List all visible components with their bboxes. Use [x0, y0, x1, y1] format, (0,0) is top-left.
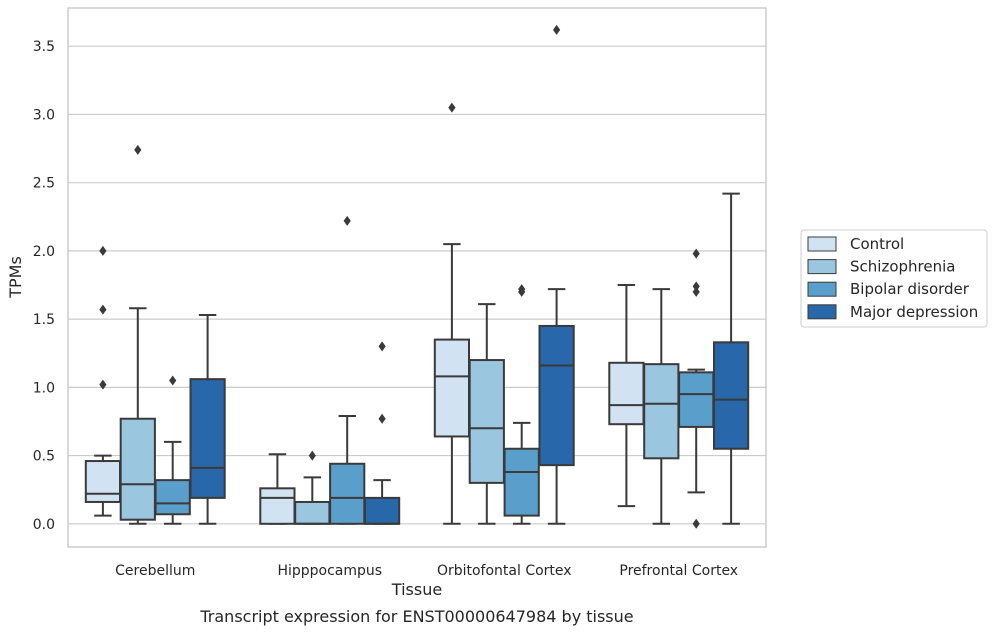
- y-tick-label: 1.0: [33, 380, 55, 396]
- outlier-point: [692, 248, 700, 259]
- box-1-3: [643, 288, 680, 525]
- legend-label: Control: [850, 235, 904, 253]
- x-axis-label: Tissue: [391, 580, 442, 599]
- legend-label: Bipolar disorder: [850, 280, 970, 298]
- legend: Control Schizophrenia Bipolar disorder Majo…: [800, 229, 988, 328]
- box-2-2: [503, 284, 540, 525]
- outlier-point: [378, 341, 386, 352]
- outlier-point: [692, 286, 700, 297]
- legend-swatch: [807, 259, 837, 275]
- box-2-3: [678, 248, 715, 529]
- box-iqr: [503, 447, 540, 517]
- boxes: [84, 24, 750, 529]
- box-iqr: [189, 378, 226, 499]
- box-iqr: [538, 324, 575, 467]
- x-tick-label: Orbitofontal Cortex: [437, 563, 572, 579]
- box-1-1: [294, 450, 331, 525]
- box-iqr: [678, 371, 715, 428]
- box-3-1: [363, 341, 401, 525]
- outlier-point: [343, 215, 351, 226]
- legend-swatch: [807, 236, 837, 252]
- box-iqr: [433, 338, 471, 438]
- outlier-point: [448, 102, 456, 113]
- box-iqr: [119, 417, 156, 521]
- legend-swatch: [807, 281, 837, 297]
- box-iqr: [329, 462, 366, 525]
- box-iqr: [259, 487, 296, 525]
- outlier-point: [553, 24, 561, 35]
- outlier-point: [99, 245, 107, 256]
- box-0-0: [84, 245, 122, 517]
- box-0-3: [608, 284, 645, 508]
- box-iqr: [468, 359, 505, 484]
- y-tick-label: 2.5: [33, 176, 55, 192]
- y-tick-label: 0.5: [33, 449, 55, 465]
- x-tick-label: Cerebellum: [115, 563, 195, 579]
- y-tick-label: 3.5: [33, 39, 55, 55]
- x-tick-label: Hipppocampus: [277, 563, 382, 579]
- box-2-1: [329, 215, 366, 525]
- outlier-point: [692, 281, 700, 292]
- box-iqr: [363, 496, 401, 525]
- y-axis-label: TPMs: [6, 256, 25, 299]
- gridlines: [68, 45, 766, 525]
- box-iqr: [154, 479, 191, 516]
- x-tick-label: Prefrontal Cortex: [619, 563, 738, 579]
- x-ticks: Cerebellum Hipppocampus Orbitofontal Corte…: [115, 563, 738, 579]
- box-iqr: [294, 500, 331, 525]
- box-iqr: [712, 341, 750, 450]
- legend-label: Major depression: [850, 303, 978, 321]
- legend-frame: [800, 229, 988, 328]
- box-3-3: [712, 192, 750, 525]
- box-iqr: [608, 361, 645, 426]
- chart-caption: Transcript expression for ENST0000064798…: [199, 607, 633, 626]
- outlier-point: [134, 144, 142, 155]
- box-iqr: [84, 460, 122, 503]
- y-tick-label: 2.0: [33, 244, 55, 260]
- box-iqr: [643, 363, 680, 460]
- outlier-point: [99, 304, 107, 315]
- legend-label: Schizophrenia: [850, 258, 955, 276]
- outlier-point: [518, 286, 526, 297]
- y-tick-label: 0.0: [33, 517, 55, 533]
- plot-frame: [67, 7, 767, 548]
- outlier-point: [308, 450, 316, 461]
- outlier-point: [378, 413, 386, 424]
- legend-swatch: [807, 304, 837, 320]
- outlier-point: [692, 518, 700, 529]
- box-0-2: [433, 102, 471, 525]
- y-tick-label: 3.0: [33, 107, 55, 123]
- box-1-2: [468, 303, 505, 525]
- outlier-point: [99, 379, 107, 390]
- box-2-0: [154, 375, 191, 525]
- box-3-2: [538, 24, 575, 525]
- box-0-1: [259, 453, 296, 525]
- box-1-0: [119, 144, 156, 525]
- box-3-0: [189, 314, 226, 525]
- y-ticks: 0.0 0.5 1.0 1.5 2.0 2.5 3.0 3.5: [33, 39, 55, 533]
- y-tick-label: 1.5: [33, 312, 55, 328]
- outlier-point: [169, 375, 177, 386]
